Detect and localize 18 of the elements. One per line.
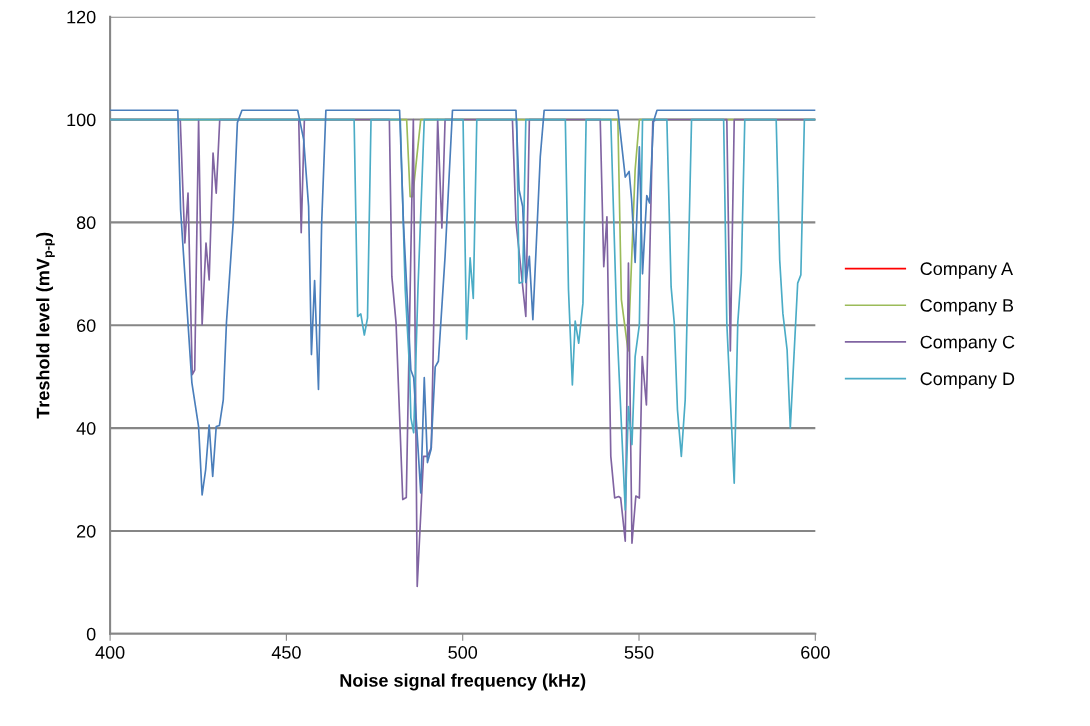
x-tick-label: 600 xyxy=(801,646,830,659)
x-tick-label: 450 xyxy=(271,646,301,659)
legend-label: Company A xyxy=(920,262,1014,279)
y-tick-label: 60 xyxy=(77,319,96,332)
y-tick-label: 100 xyxy=(67,113,96,127)
y-axis-title: Treshold level (mV$_{p‐p}$) xyxy=(36,232,55,419)
y-tick-label: 120 xyxy=(67,10,96,24)
x-axis-title: Noise signal frequency (kHz) xyxy=(340,673,586,691)
y-tick-label: 80 xyxy=(76,216,96,230)
legend-label: Company C xyxy=(920,335,1015,353)
legend-label: Company B xyxy=(920,298,1014,316)
x-tick-label: 550 xyxy=(624,646,654,659)
y-tick-label: 20 xyxy=(77,524,96,538)
y-tick-label: 0 xyxy=(86,627,96,641)
x-tick-label: 400 xyxy=(95,646,125,659)
legend-label: Company D xyxy=(920,372,1015,389)
y-tick-label: 40 xyxy=(76,422,96,435)
x-tick-label: 500 xyxy=(448,646,478,659)
